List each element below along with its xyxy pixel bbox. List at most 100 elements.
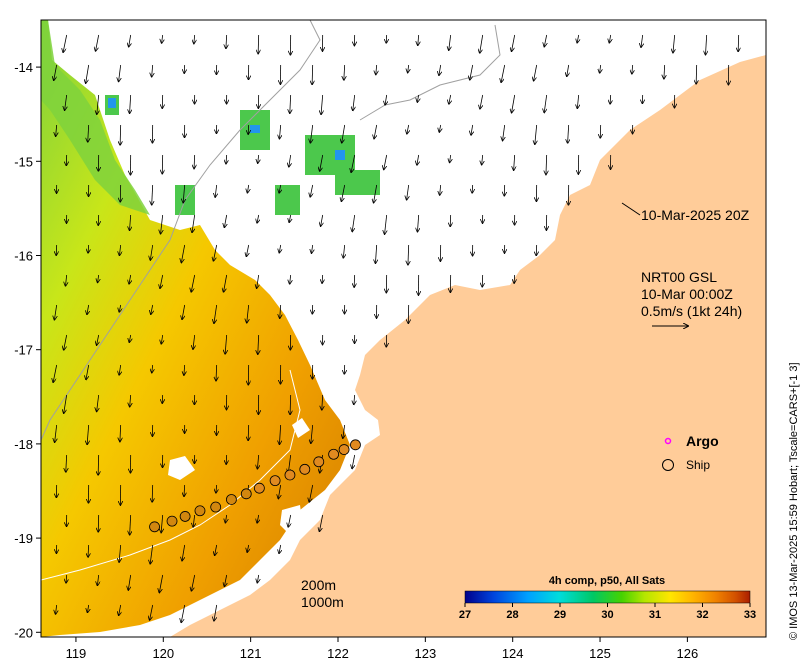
current-arrow [512,94,516,113]
land [170,55,766,637]
ship-track-point [299,463,311,475]
product-line-2: 10-Mar 00:00Z [641,286,733,302]
current-arrow [65,274,66,286]
current-arrow [673,34,675,53]
credit-text: © IMOS 13-Mar-2025 15:59 Hobart; Tscale=… [788,362,800,640]
current-arrow [194,34,195,44]
current-arrow [88,124,89,142]
current-arrow [119,364,121,375]
current-arrow [129,334,130,342]
current-arrow [152,64,153,77]
current-arrow [191,274,196,292]
current-arrow [119,304,120,312]
ship-track-point [240,488,252,500]
ship-track-point [284,469,296,481]
current-arrow [225,514,226,523]
current-arrow [344,64,345,80]
current-vectors [53,34,770,622]
current-arrow [321,94,323,114]
current-arrow [226,34,227,48]
plot-frame [40,19,767,638]
current-arrow [257,574,258,583]
isobath-200m-label: 200m [301,577,336,593]
current-arrow [417,154,419,165]
current-arrow [214,304,218,323]
ship-track-point [210,501,222,513]
ship-track-point [328,448,340,460]
current-arrow [56,604,57,614]
current-arrow [119,604,121,615]
current-arrow [320,154,324,171]
current-arrow [119,544,121,562]
current-arrow [600,64,601,73]
scale-label: 0.5m/s (1kt 24h) [641,303,742,319]
current-arrow [87,304,89,314]
current-arrow [213,244,218,261]
current-arrow [224,214,226,227]
current-arrow [290,274,291,284]
colorbar-tick-label: 27 [459,609,471,621]
current-arrow [159,574,164,593]
current-arrow [544,34,546,47]
current-arrow [98,454,99,475]
y-tick-label: -19 [14,531,33,546]
current-arrow [184,364,185,375]
current-arrow [86,364,89,379]
current-arrow [55,424,57,442]
current-arrow [183,184,184,203]
current-arrow [182,544,185,561]
current-arrow [544,94,546,112]
current-arrow [216,364,217,381]
current-arrow [181,604,186,622]
current-arrow [56,124,57,136]
current-arrow [480,94,483,109]
current-arrow [439,124,440,132]
current-arrow [482,154,483,165]
current-arrow [191,574,196,591]
current-arrow [279,184,280,193]
current-arrow [351,154,356,172]
current-arrow [567,64,569,76]
current-arrow [150,244,152,260]
current-arrow [258,154,259,163]
current-arrow [119,64,121,81]
current-arrow [738,34,739,51]
current-arrow [279,544,281,553]
current-arrow [418,34,419,45]
current-arrow [322,394,323,410]
current-arrow [568,124,569,143]
current-arrow [257,454,258,469]
current-arrow [641,34,643,47]
current-arrow [470,64,474,80]
current-arrow [247,184,248,193]
current-arrow [225,334,227,354]
current-arrow [160,274,163,288]
colorbar-ticks: 27 28 29 30 31 32 33 [459,603,756,621]
current-arrow [352,454,355,468]
ship-track-point [166,515,178,527]
current-arrow [151,304,153,314]
current-arrow [150,544,152,564]
colorbar-tick-label: 28 [506,609,518,621]
current-arrow [194,154,195,169]
current-arrow [341,184,346,201]
ship-track-point [179,511,191,522]
current-arrow [66,574,67,583]
current-arrow [120,124,121,145]
ship-track-point [338,444,350,455]
current-arrow [248,424,249,440]
current-arrow [86,64,90,83]
current-arrow [289,214,290,222]
current-arrow [247,544,248,552]
y-tick-label: -15 [14,154,33,169]
current-arrow [64,334,68,350]
current-arrow [321,214,323,226]
current-arrow [354,274,355,287]
current-arrow [128,574,130,590]
current-arrow [449,34,451,50]
current-arrow [66,454,67,472]
x-axis: 119 120 121 122 123 124 125 126 [66,637,698,661]
y-tick-label: -16 [14,248,33,263]
y-tick-label: -18 [14,437,33,452]
colorbar-tick-label: 30 [601,609,613,621]
